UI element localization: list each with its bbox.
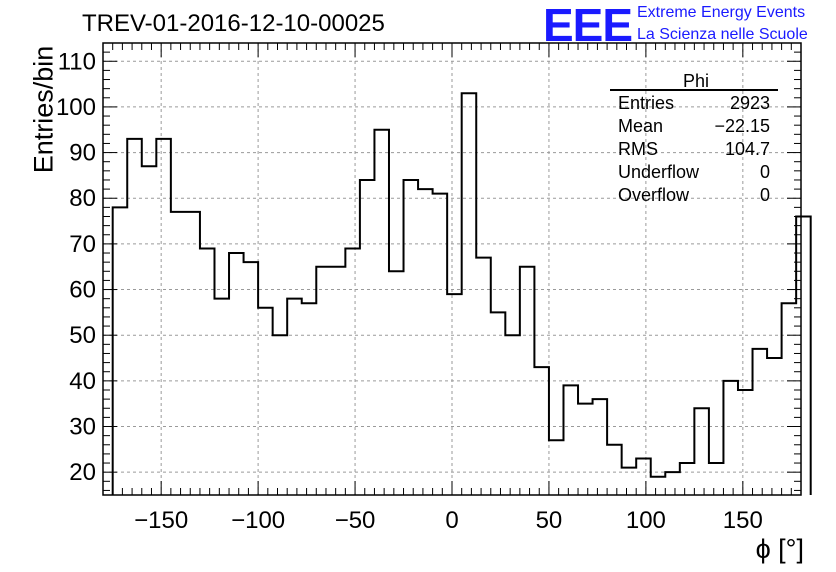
y-tick-label: 80 xyxy=(69,185,96,212)
x-tick-label: −150 xyxy=(134,507,188,534)
stat-row-entries: Entries 2923 xyxy=(618,93,770,114)
y-tick-label: 90 xyxy=(69,140,96,167)
x-tick-label: −50 xyxy=(335,507,376,534)
x-tick-label: 100 xyxy=(626,507,666,534)
stat-label: Underflow xyxy=(618,162,700,182)
stat-value: 0 xyxy=(759,185,770,205)
axes: −150 −100 −50 0 50 100 150 20 30 40 50 60 70 80 90 100 1… xyxy=(56,42,802,534)
x-tick-label: 150 xyxy=(723,507,763,534)
stats-title: Phi xyxy=(682,71,709,91)
logo-line-1: Extreme Energy Events xyxy=(637,4,806,21)
y-tick-label: 20 xyxy=(69,459,96,486)
grid xyxy=(103,43,801,495)
y-tick-label: 60 xyxy=(69,277,96,304)
stat-row-mean: Mean −22.15 xyxy=(618,116,770,137)
stat-label: RMS xyxy=(618,139,658,159)
chart-title: TREV-01-2016-12-10-00025 xyxy=(82,10,385,37)
logo-line-2: La Scienza nelle Scuole xyxy=(637,26,808,43)
y-tick-label: 100 xyxy=(56,94,96,121)
y-tick-label: 50 xyxy=(69,322,96,349)
stat-label: Mean xyxy=(618,116,664,136)
x-axis-label: ϕ [°] xyxy=(755,534,804,564)
stat-value: 2923 xyxy=(729,93,770,113)
y-tick-label: 40 xyxy=(69,368,96,395)
y-tick-label: 70 xyxy=(69,231,96,258)
x-tick-label: 0 xyxy=(445,507,458,534)
stat-row-underflow: Underflow 0 xyxy=(618,162,770,183)
stat-value: 104.7 xyxy=(724,139,770,159)
stat-label: Entries xyxy=(618,93,675,113)
stat-label: Overflow xyxy=(618,185,690,205)
stat-row-rms: RMS 104.7 xyxy=(618,139,770,160)
histogram-outline xyxy=(111,92,812,495)
eee-logo-icon: EEE xyxy=(543,0,633,51)
x-tick-label: −100 xyxy=(231,507,285,534)
stat-row-overflow: Overflow 0 xyxy=(618,185,770,206)
histogram-bars xyxy=(111,92,812,495)
x-tick-label: 50 xyxy=(536,507,563,534)
y-axis-label: Entries/bin xyxy=(28,45,59,174)
y-tick-label: 30 xyxy=(69,414,96,441)
stat-value: −22.15 xyxy=(714,116,770,136)
y-tick-label: 110 xyxy=(58,48,96,75)
stat-value: 0 xyxy=(759,162,770,182)
